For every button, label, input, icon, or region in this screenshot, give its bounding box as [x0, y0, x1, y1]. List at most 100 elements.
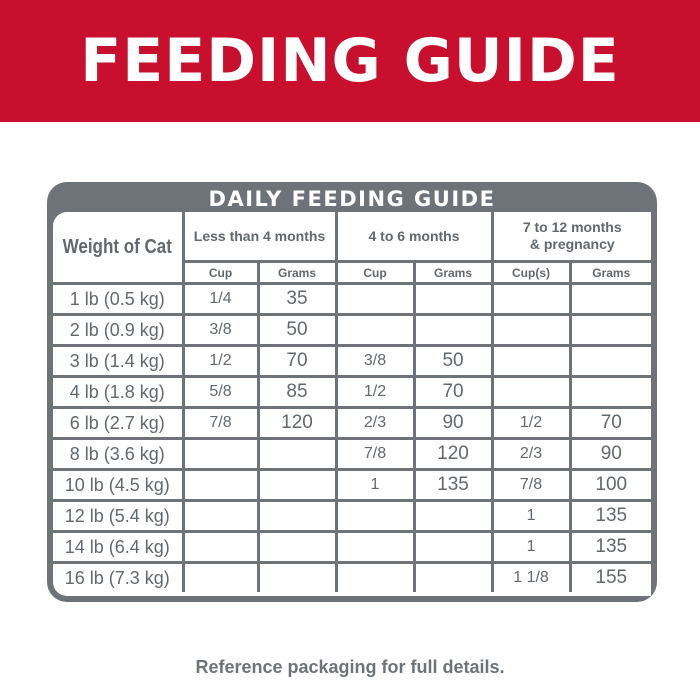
table-row: 14 lb (6.4 kg) 1 135	[53, 530, 651, 564]
grams-cell: 85	[256, 375, 338, 409]
header-banner: FEEDING GUIDE	[0, 0, 700, 122]
grams-cell	[568, 344, 651, 378]
cup-cell: 2/3	[334, 406, 416, 440]
grams-cell	[568, 313, 651, 347]
age-group-label: 7 to 12 months & pregnancy	[522, 219, 622, 252]
weight-header-label: Weight of Cat	[62, 235, 172, 258]
grams-cell: 90	[568, 437, 651, 471]
table-row: 12 lb (5.4 kg) 1 135	[53, 499, 651, 533]
cup-cell	[181, 437, 260, 471]
cup-cell: 5/8	[181, 375, 260, 409]
grams-cell	[412, 282, 494, 316]
table-row: 4 lb (1.8 kg) 5/8 85 1/2 70	[53, 375, 651, 409]
table-row: 2 lb (0.9 kg) 3/8 50	[53, 313, 651, 347]
grams-cell	[412, 313, 494, 347]
grams-cell: 70	[412, 375, 494, 409]
cup-cell	[334, 313, 416, 347]
sub-header: Grams	[412, 260, 494, 285]
sub-header: Cup	[334, 260, 416, 285]
table-title: DAILY FEEDING GUIDE	[208, 187, 496, 211]
grams-cell	[412, 499, 494, 533]
page-title: FEEDING GUIDE	[80, 26, 620, 96]
cup-cell	[181, 530, 260, 564]
cup-cell: 1/2	[181, 344, 260, 378]
table-row: 16 lb (7.3 kg) 1 1/8 155	[53, 561, 651, 592]
weight-cell: 3 lb (1.4 kg)	[53, 344, 185, 378]
grams-cell	[256, 499, 338, 533]
cup-cell	[334, 561, 416, 592]
table-row: 10 lb (4.5 kg) 1 135 7/8 100	[53, 468, 651, 502]
grams-cell: 50	[256, 313, 338, 347]
cup-cell	[334, 530, 416, 564]
grams-cell: 50	[412, 344, 494, 378]
age-group-header: 7 to 12 months & pregnancy	[490, 212, 651, 263]
footer-note: Reference packaging for full details.	[195, 657, 505, 677]
weight-cell: 6 lb (2.7 kg)	[53, 406, 185, 440]
grams-cell: 120	[256, 406, 338, 440]
grams-cell: 90	[412, 406, 494, 440]
sub-header: Grams	[568, 260, 651, 285]
sub-header: Cup	[183, 260, 260, 285]
cup-cell	[334, 282, 416, 316]
cup-cell: 7/8	[334, 437, 416, 471]
cup-cell	[490, 344, 572, 378]
cup-cell	[490, 375, 572, 409]
age-group-header: Less than 4 months	[181, 212, 338, 263]
table-row: 1 lb (0.5 kg) 1/4 35	[53, 282, 651, 316]
cup-cell	[181, 468, 260, 502]
weight-cell: 1 lb (0.5 kg)	[53, 282, 185, 316]
table-body: 1 lb (0.5 kg) 1/4 35 2 lb (0.9 kg) 3/8 50 3 lb…	[53, 282, 651, 592]
sub-header: Grams	[256, 260, 338, 285]
grams-cell	[256, 437, 338, 471]
sub-header: Cup(s)	[490, 260, 572, 285]
grams-cell: 120	[412, 437, 494, 471]
grams-cell	[568, 375, 651, 409]
grams-cell: 135	[568, 530, 651, 564]
cup-cell	[181, 499, 260, 533]
table-row: 3 lb (1.4 kg) 1/2 70 3/8 50	[53, 344, 651, 378]
weight-header: Weight of Cat	[53, 212, 185, 285]
cup-cell: 1/4	[181, 282, 260, 316]
weight-cell: 2 lb (0.9 kg)	[53, 313, 185, 347]
age-group-header: 4 to 6 months	[334, 212, 494, 263]
grams-cell: 155	[568, 561, 651, 592]
cup-cell: 2/3	[490, 437, 572, 471]
grams-cell: 135	[412, 468, 494, 502]
table-row: 6 lb (2.7 kg) 7/8 120 2/3 90 1/2 70	[53, 406, 651, 440]
grams-cell: 100	[568, 468, 651, 502]
grams-cell: 135	[568, 499, 651, 533]
grams-cell	[256, 468, 338, 502]
cup-cell: 1/2	[334, 375, 416, 409]
grams-cell: 70	[256, 344, 338, 378]
feeding-table: Weight of Cat Less than 4 months 4 to 6 …	[53, 212, 651, 592]
cup-cell	[490, 282, 572, 316]
weight-cell: 16 lb (7.3 kg)	[53, 561, 185, 592]
cup-cell: 1	[490, 530, 572, 564]
weight-cell: 4 lb (1.8 kg)	[53, 375, 185, 409]
grams-cell	[256, 561, 338, 592]
weight-cell: 8 lb (3.6 kg)	[53, 437, 185, 471]
grams-cell	[568, 282, 651, 316]
cup-cell	[181, 561, 260, 592]
table-row: 8 lb (3.6 kg) 7/8 120 2/3 90	[53, 437, 651, 471]
grams-cell	[256, 530, 338, 564]
weight-cell: 12 lb (5.4 kg)	[53, 499, 185, 533]
cup-cell: 7/8	[490, 468, 572, 502]
grams-cell	[412, 561, 494, 592]
cup-cell: 1 1/8	[490, 561, 572, 592]
cup-cell	[490, 313, 572, 347]
cup-cell: 3/8	[181, 313, 260, 347]
feeding-table-card: DAILY FEEDING GUIDE Weight of Cat Less t…	[47, 182, 657, 602]
grams-cell: 70	[568, 406, 651, 440]
cup-cell: 1	[490, 499, 572, 533]
cup-cell: 1	[334, 468, 416, 502]
cup-cell: 3/8	[334, 344, 416, 378]
grams-cell: 35	[256, 282, 338, 316]
weight-cell: 10 lb (4.5 kg)	[53, 468, 185, 502]
table-container: Weight of Cat Less than 4 months 4 to 6 …	[53, 212, 651, 596]
weight-cell: 14 lb (6.4 kg)	[53, 530, 185, 564]
sub-header-row: Cup Grams Cup Grams Cup(s) Grams	[53, 260, 651, 285]
cup-cell	[334, 499, 416, 533]
cup-cell: 1/2	[490, 406, 572, 440]
grams-cell	[412, 530, 494, 564]
